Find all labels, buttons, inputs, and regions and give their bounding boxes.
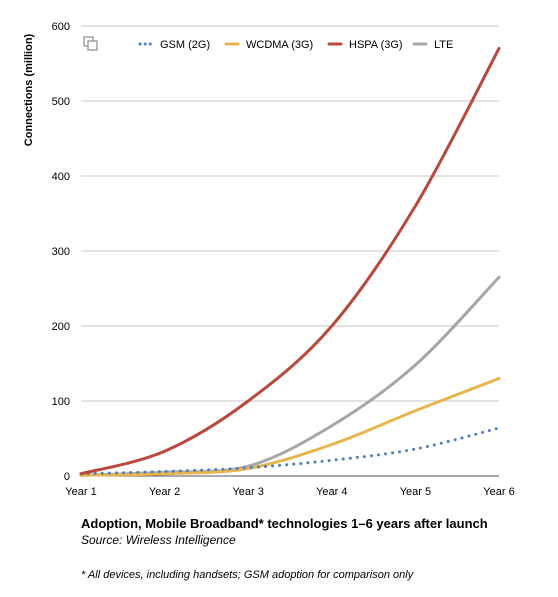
overlap-squares-icon — [83, 36, 98, 51]
y-tick-label: 500 — [52, 96, 70, 108]
x-tick-label: Year 2 — [149, 486, 180, 498]
y-tick-label: 600 — [52, 21, 70, 33]
y-tick-label: 100 — [52, 396, 70, 408]
series-line-wcdma-3g — [79, 377, 501, 477]
series-line-lte — [79, 275, 501, 477]
x-tick-label: Year 3 — [232, 486, 263, 498]
y-axis: 0 100 200 300 400 500 600 — [52, 21, 70, 483]
grid-lines — [81, 25, 499, 477]
legend-label: WCDMA (3G) — [246, 39, 313, 51]
caption-title: Adoption, Mobile Broadband* technologies… — [81, 516, 488, 531]
x-tick-label: Year 1 — [65, 486, 96, 498]
y-tick-label: 300 — [52, 246, 70, 258]
caption: Adoption, Mobile Broadband* technologies… — [81, 515, 551, 548]
y-tick-label: 200 — [52, 321, 70, 333]
legend-label: LTE — [434, 39, 453, 51]
series-lines — [79, 47, 501, 477]
x-tick-label: Year 6 — [483, 486, 514, 498]
x-axis: Year 1 Year 2 Year 3 Year 4 Year 5 Year 6 — [65, 486, 514, 498]
x-tick-label: Year 5 — [400, 486, 431, 498]
series-line-hspa-3g — [79, 47, 501, 476]
legend-label: HSPA (3G) — [349, 39, 403, 51]
x-tick-label: Year 4 — [316, 486, 347, 498]
y-tick-label: 0 — [64, 471, 70, 483]
legend: GSM (2G) WCDMA (3G) HSPA (3G) LTE — [138, 39, 453, 51]
caption-source: Source: Wireless Intelligence — [81, 533, 236, 547]
y-tick-label: 400 — [52, 171, 70, 183]
footnote: * All devices, including handsets; GSM a… — [81, 569, 414, 581]
legend-label: GSM (2G) — [160, 39, 210, 51]
y-axis-label: Connections (million) — [23, 33, 35, 146]
